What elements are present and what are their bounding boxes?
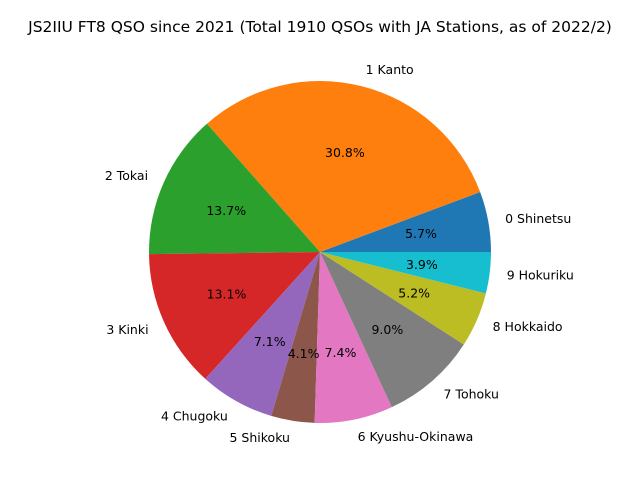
pie-slice-4-chugoku xyxy=(205,252,320,416)
pie-slice-5-shikoku xyxy=(271,252,320,423)
slice-category-label: 0 Shinetsu xyxy=(505,211,571,226)
slice-percent-label: 5.2% xyxy=(398,285,430,300)
slice-percent-label: 13.7% xyxy=(206,203,246,218)
chart-title: JS2IIU FT8 QSO since 2021 (Total 1910 QS… xyxy=(28,18,612,36)
slice-percent-label: 13.1% xyxy=(207,287,247,302)
slice-percent-label: 3.9% xyxy=(406,257,438,272)
slice-category-label: 6 Kyushu-Okinawa xyxy=(358,429,474,444)
slice-percent-label: 7.1% xyxy=(254,334,286,349)
slice-category-label: 9 Hokuriku xyxy=(507,267,574,282)
pie-slice-3-kinki xyxy=(149,252,320,379)
pie-slice-0-shinetsu xyxy=(320,192,491,252)
slice-category-label: 4 Chugoku xyxy=(161,408,228,423)
slice-percent-label: 30.8% xyxy=(325,145,365,160)
slice-percent-label: 9.0% xyxy=(371,322,403,337)
slice-category-label: 3 Kinki xyxy=(106,322,148,337)
slice-category-label: 5 Shikoku xyxy=(230,430,290,445)
slice-percent-label: 4.1% xyxy=(288,346,320,361)
pie-slice-9-hokuriku xyxy=(320,252,491,294)
slice-category-label: 8 Hokkaido xyxy=(493,319,563,334)
slice-percent-label: 5.7% xyxy=(405,226,437,241)
pie-slice-2-tokai xyxy=(148,123,320,255)
slice-category-label: 7 Tohoku xyxy=(444,386,499,401)
pie-slice-6-kyushu-okinawa xyxy=(314,252,392,424)
slice-percent-label: 7.4% xyxy=(325,345,357,360)
pie-slice-7-tohoku xyxy=(320,252,464,408)
pie-slice-8-hokkaido xyxy=(320,252,486,345)
pie-slice-1-kanto xyxy=(206,81,481,252)
slice-category-label: 2 Tokai xyxy=(105,168,148,183)
slice-category-label: 1 Kanto xyxy=(366,62,414,77)
